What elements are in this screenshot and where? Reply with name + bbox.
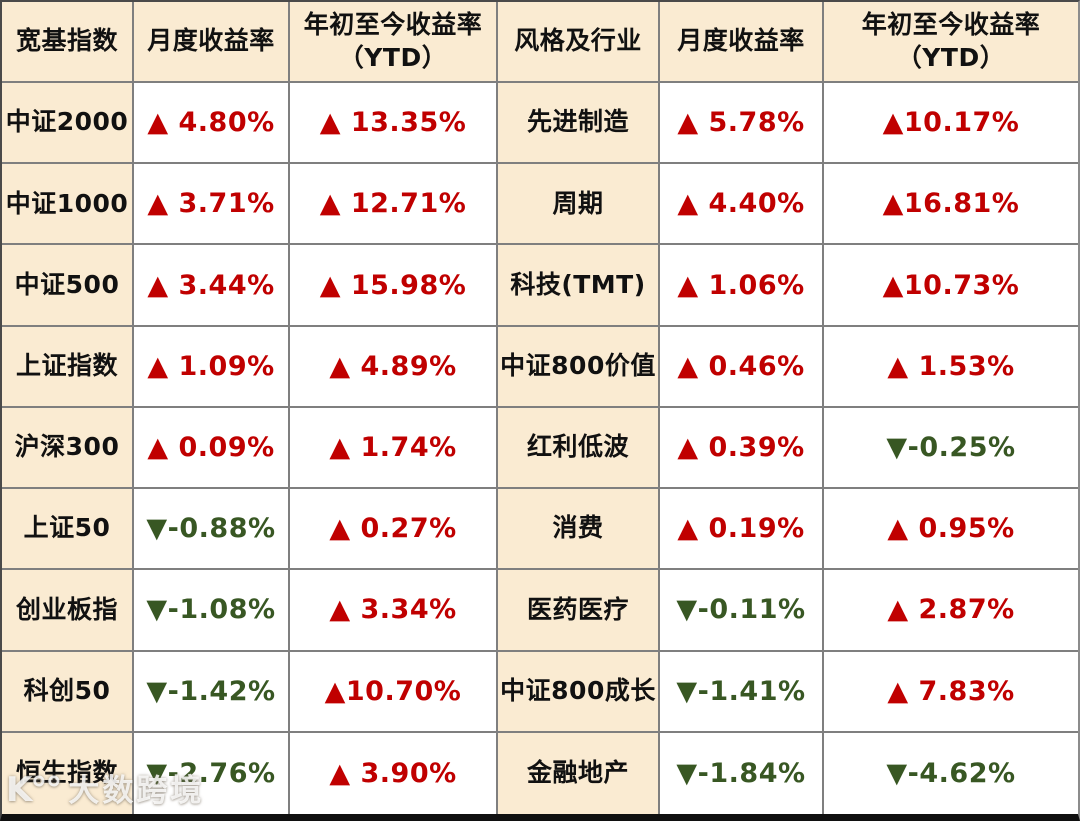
header-ytd-return-left: 年初至今收益率 （YTD）: [290, 2, 498, 83]
index-name-cell: 创业板指: [2, 570, 134, 652]
return-value-cell: ▲ 0.19%: [660, 489, 824, 571]
return-value-cell: ▼-4.62%: [886, 757, 1016, 789]
return-value-cell: ▲10.73%: [824, 245, 1078, 327]
return-value-cell: ▼-1.41%: [660, 651, 824, 733]
return-value-cell: ▲ 13.35%: [290, 83, 498, 165]
header-monthly-return-right: 月度收益率: [660, 2, 824, 83]
header-broad-index: 宽基指数: [2, 2, 134, 83]
return-value-cell: ▲ 12.71%: [290, 164, 498, 246]
return-value-cell: ▲ 4.40%: [660, 164, 824, 246]
index-name-cell: 先进制造: [498, 83, 660, 165]
index-name-cell: 中证500: [2, 245, 134, 327]
return-value-cell: ▲ 15.98%: [290, 245, 498, 327]
index-name-cell: 消费: [498, 489, 660, 571]
header-label: 月度收益率: [677, 26, 805, 56]
index-name-cell: 红利低波: [498, 407, 660, 490]
return-value-cell: ▲ 3.71%: [134, 164, 290, 246]
return-value-cell: ▲ 3.34%: [290, 570, 498, 652]
index-name-cell: 金融地产: [498, 732, 660, 814]
return-value-cell: ▼-0.11%: [660, 570, 824, 652]
return-value-cell: ▲ 4.89%: [290, 326, 498, 408]
header-ytd-return-right: 年初至今收益率 （YTD）: [824, 2, 1078, 83]
return-value-cell: ▲ 5.78%: [660, 83, 824, 165]
return-value-cell: ▲16.81%: [824, 164, 1078, 246]
index-name-cell: 上证指数: [2, 326, 134, 408]
return-value-cell: ▲ 7.83%: [824, 652, 1078, 733]
return-value-cell: ▼-0.88%: [134, 489, 290, 571]
return-value-cell: ▼-2.76%: [134, 732, 290, 814]
return-value-cell: ▲ 0.39%: [660, 407, 824, 490]
header-label-line2: （YTD）: [338, 42, 448, 72]
return-value-cell: ▲ 1.09%: [134, 326, 290, 408]
header-label: 宽基指数: [15, 26, 118, 56]
return-value-cell: ▼-1.08%: [134, 570, 290, 652]
header-label-line1: 年初至今收益率: [861, 10, 1041, 39]
index-name-cell: 上证50: [2, 489, 134, 571]
index-name-cell: 科技(TMT): [498, 245, 660, 327]
header-label-line1: 年初至今收益率: [303, 10, 483, 39]
index-name-cell: 沪深300: [2, 407, 134, 490]
index-name-cell: 中证2000: [2, 83, 134, 165]
index-name-cell: 科创50: [2, 651, 134, 733]
return-value-cell: ▲ 0.27%: [290, 489, 498, 571]
return-value-cell: ▼-1.84%: [660, 732, 824, 814]
return-value-cell: ▲ 3.90%: [290, 732, 498, 814]
return-value-cell: ▲ 1.53%: [824, 327, 1078, 408]
header-monthly-return-left: 月度收益率: [134, 2, 290, 83]
index-name-cell: 医药医疗: [498, 570, 660, 652]
return-value-cell: ▲10.17%: [824, 83, 1078, 165]
index-name-cell: 恒生指数: [2, 732, 134, 814]
header-label-line2: （YTD）: [896, 42, 1006, 72]
index-name-cell: 中证800价值: [498, 326, 660, 408]
header-style-industry: 风格及行业: [498, 2, 660, 83]
header-label: 风格及行业: [514, 26, 642, 56]
return-value-cell: ▲ 1.06%: [660, 245, 824, 327]
index-name-cell: 中证800成长: [498, 651, 660, 733]
return-value-cell: ▲10.70%: [290, 651, 498, 733]
return-value-cell: ▲ 0.95%: [824, 489, 1078, 571]
index-name-cell: 中证1000: [2, 164, 134, 246]
return-value-cell: ▲ 4.80%: [134, 83, 290, 165]
return-value-cell: ▲ 2.87%: [824, 570, 1078, 652]
return-value-cell: ▼-0.25%: [824, 408, 1078, 490]
return-value-cell: ▲ 0.46%: [660, 326, 824, 408]
return-value-cell: ▲ 0.09%: [134, 407, 290, 490]
return-value-cell: ▼-1.42%: [134, 651, 290, 733]
index-name-cell: 周期: [498, 164, 660, 246]
header-label: 月度收益率: [147, 26, 275, 56]
return-value-cell: ▲ 1.74%: [290, 407, 498, 490]
return-value-cell: ▲ 3.44%: [134, 245, 290, 327]
